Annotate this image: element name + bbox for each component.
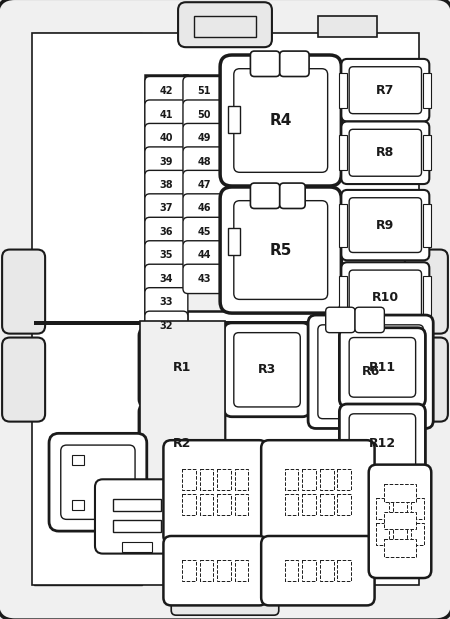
FancyBboxPatch shape xyxy=(339,404,425,483)
Bar xyxy=(235,494,248,516)
Bar xyxy=(285,469,298,490)
FancyBboxPatch shape xyxy=(163,440,267,544)
Bar xyxy=(423,204,431,246)
FancyBboxPatch shape xyxy=(318,325,423,418)
Text: 49: 49 xyxy=(198,133,211,143)
FancyBboxPatch shape xyxy=(405,337,448,422)
FancyBboxPatch shape xyxy=(308,315,433,428)
Bar xyxy=(34,321,419,325)
FancyBboxPatch shape xyxy=(183,123,226,153)
Text: 39: 39 xyxy=(160,157,173,167)
Text: R6: R6 xyxy=(361,365,380,378)
Bar xyxy=(72,455,84,465)
FancyBboxPatch shape xyxy=(183,77,226,106)
FancyBboxPatch shape xyxy=(280,51,309,77)
Bar xyxy=(217,469,231,490)
FancyBboxPatch shape xyxy=(163,536,267,605)
Text: R1: R1 xyxy=(173,361,191,374)
Bar xyxy=(200,494,213,516)
FancyBboxPatch shape xyxy=(224,323,310,417)
Bar xyxy=(411,523,424,545)
FancyBboxPatch shape xyxy=(183,217,226,246)
Bar xyxy=(200,469,213,490)
FancyBboxPatch shape xyxy=(145,241,188,270)
Text: R7: R7 xyxy=(376,84,395,97)
Bar xyxy=(384,511,416,529)
FancyBboxPatch shape xyxy=(339,328,425,407)
Text: 38: 38 xyxy=(160,180,173,190)
FancyBboxPatch shape xyxy=(349,67,422,114)
Text: R3: R3 xyxy=(258,363,276,376)
Text: 35: 35 xyxy=(160,251,173,261)
Text: 40: 40 xyxy=(160,133,173,143)
FancyBboxPatch shape xyxy=(326,307,355,332)
FancyBboxPatch shape xyxy=(149,413,215,474)
Text: 46: 46 xyxy=(198,204,211,214)
Bar xyxy=(302,469,316,490)
Bar xyxy=(182,469,196,490)
FancyBboxPatch shape xyxy=(369,465,431,578)
FancyBboxPatch shape xyxy=(234,201,328,300)
Text: 48: 48 xyxy=(198,157,212,167)
FancyBboxPatch shape xyxy=(280,183,305,209)
Text: 37: 37 xyxy=(160,204,173,214)
Bar xyxy=(338,494,351,516)
Text: R8: R8 xyxy=(376,146,395,159)
Bar xyxy=(217,494,231,516)
FancyBboxPatch shape xyxy=(342,121,429,184)
Bar xyxy=(302,560,316,581)
Bar xyxy=(122,542,152,552)
Text: 47: 47 xyxy=(198,180,211,190)
Bar xyxy=(145,74,187,358)
FancyBboxPatch shape xyxy=(250,51,280,77)
FancyBboxPatch shape xyxy=(145,170,188,200)
Text: 50: 50 xyxy=(198,110,211,119)
Bar xyxy=(228,106,240,133)
FancyBboxPatch shape xyxy=(355,307,384,332)
FancyBboxPatch shape xyxy=(349,270,422,325)
Bar xyxy=(376,498,389,519)
FancyBboxPatch shape xyxy=(139,328,225,407)
FancyBboxPatch shape xyxy=(145,194,188,223)
Text: 34: 34 xyxy=(160,274,173,284)
FancyBboxPatch shape xyxy=(145,100,188,129)
Bar xyxy=(339,276,347,319)
Text: R12: R12 xyxy=(369,437,396,450)
Text: 44: 44 xyxy=(198,251,211,261)
Bar xyxy=(194,16,256,37)
Bar xyxy=(182,560,196,581)
Bar xyxy=(217,560,231,581)
FancyBboxPatch shape xyxy=(220,187,342,313)
Bar xyxy=(285,560,298,581)
Bar xyxy=(393,523,407,545)
Bar xyxy=(200,560,213,581)
FancyBboxPatch shape xyxy=(261,536,374,605)
Bar xyxy=(320,560,333,581)
FancyBboxPatch shape xyxy=(145,77,188,106)
Bar xyxy=(320,494,333,516)
FancyBboxPatch shape xyxy=(234,69,328,172)
Bar xyxy=(338,560,351,581)
FancyBboxPatch shape xyxy=(145,311,188,340)
Bar xyxy=(338,469,351,490)
FancyBboxPatch shape xyxy=(145,264,188,293)
Text: R9: R9 xyxy=(376,219,395,232)
Text: R5: R5 xyxy=(270,243,292,258)
FancyBboxPatch shape xyxy=(95,479,179,553)
FancyBboxPatch shape xyxy=(349,413,416,474)
Bar xyxy=(339,135,347,170)
FancyBboxPatch shape xyxy=(171,588,279,615)
Text: 41: 41 xyxy=(160,110,173,119)
Bar xyxy=(182,494,196,516)
FancyBboxPatch shape xyxy=(183,147,226,176)
FancyBboxPatch shape xyxy=(183,100,226,129)
FancyBboxPatch shape xyxy=(342,190,429,261)
FancyBboxPatch shape xyxy=(349,197,422,253)
Bar xyxy=(423,135,431,170)
Bar xyxy=(285,494,298,516)
Text: R4: R4 xyxy=(270,113,292,128)
FancyBboxPatch shape xyxy=(183,170,226,200)
Bar xyxy=(318,16,377,37)
FancyBboxPatch shape xyxy=(234,332,300,407)
